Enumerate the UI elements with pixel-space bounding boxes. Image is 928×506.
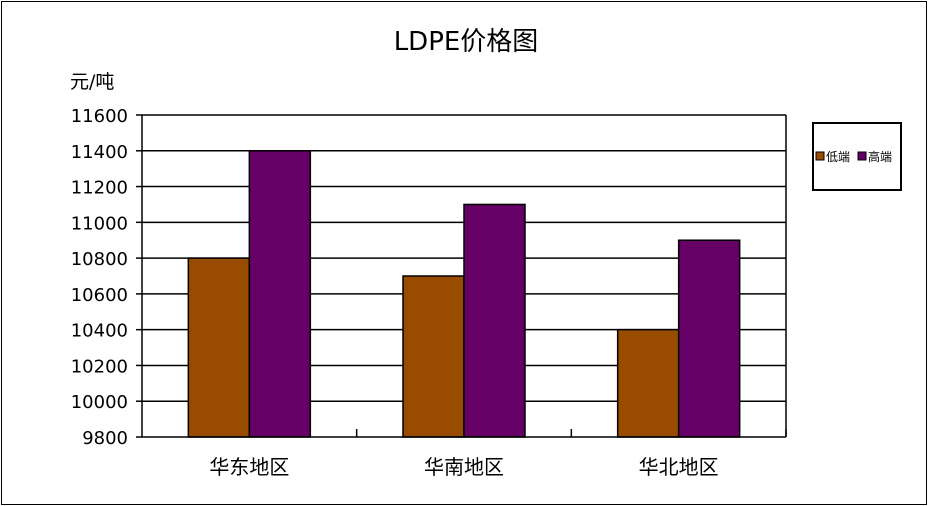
y-tick-label: 11600 — [71, 106, 128, 127]
bar-高端 — [463, 203, 526, 438]
y-tick-label: 10800 — [71, 249, 128, 270]
y-tick-label: 10000 — [71, 392, 128, 413]
x-tick-label: 华东地区 — [209, 455, 289, 479]
legend-swatch — [815, 151, 825, 161]
y-axis-label: 元/吨 — [70, 71, 114, 93]
bar-高端 — [677, 239, 741, 438]
legend-box — [812, 122, 902, 191]
bar-低端 — [402, 275, 465, 438]
chart-title: LDPE价格图 — [394, 27, 539, 57]
y-tick-label: 11000 — [71, 213, 128, 234]
y-tick-label: 11400 — [71, 142, 128, 163]
x-tick-label: 华南地区 — [424, 455, 504, 479]
legend: 低端 高端 — [812, 122, 902, 191]
y-tick-label: 10400 — [71, 321, 128, 342]
legend-label: 高端 — [868, 149, 892, 164]
y-tick-label: 9800 — [82, 428, 128, 449]
bar-高端 — [248, 150, 312, 438]
legend-label: 低端 — [826, 150, 850, 164]
bar-低端 — [187, 257, 251, 438]
bar-低端 — [616, 328, 680, 438]
y-tick-label: 10200 — [71, 356, 128, 377]
legend-swatch — [857, 151, 867, 161]
x-tick-label: 华北地区 — [639, 455, 719, 479]
y-tick-label: 11200 — [71, 178, 128, 199]
y-tick-label: 10600 — [71, 285, 128, 306]
